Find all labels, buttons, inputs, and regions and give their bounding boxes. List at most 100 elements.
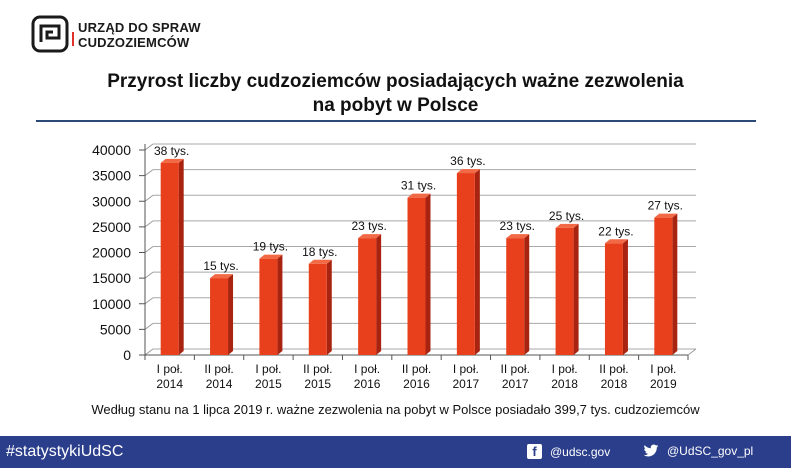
x-tick-label: II poł. bbox=[204, 362, 233, 376]
title-line-2: na pobyt w Polsce bbox=[312, 95, 479, 116]
bar bbox=[407, 197, 426, 355]
x-tick-label-year: 2018 bbox=[551, 377, 578, 391]
bar-top bbox=[259, 254, 283, 259]
bar-side bbox=[376, 234, 382, 355]
y-tick-label: 15000 bbox=[92, 270, 131, 286]
udsc-logo-icon bbox=[31, 15, 69, 53]
logo: URZĄD DO SPRAW CUDZOZIEMCÓW bbox=[30, 14, 250, 58]
bar bbox=[506, 238, 525, 355]
y-tick-label: 5000 bbox=[100, 321, 131, 337]
x-tick-label: I poł. bbox=[552, 362, 578, 376]
y-tick-label: 40000 bbox=[92, 142, 131, 158]
bar bbox=[308, 263, 327, 355]
bar-top bbox=[358, 234, 382, 239]
gridline-offset bbox=[144, 348, 154, 356]
bar-side bbox=[425, 193, 431, 355]
bar-side bbox=[524, 234, 530, 355]
facebook-handle: @udsc.gov bbox=[550, 444, 611, 459]
bar-side bbox=[474, 169, 480, 355]
hashtag-link[interactable]: #statystykiUdSC bbox=[6, 443, 124, 460]
x-tick-label-year: 2016 bbox=[354, 377, 381, 391]
x-tick-label-year: 2016 bbox=[403, 377, 430, 391]
bar bbox=[555, 227, 574, 355]
x-tick-label-year: 2014 bbox=[206, 377, 233, 391]
bar bbox=[358, 238, 377, 355]
bar-side bbox=[326, 259, 332, 355]
logo-line-1: URZĄD DO SPRAW bbox=[78, 20, 201, 35]
x-tick-label: II poł. bbox=[402, 362, 431, 376]
bar-top bbox=[210, 274, 234, 279]
x-tick-label: I poł. bbox=[354, 362, 380, 376]
bar-side bbox=[178, 158, 184, 355]
facebook-icon: f bbox=[527, 444, 542, 459]
facebook-link[interactable]: f @udsc.gov bbox=[527, 444, 610, 459]
logo-text: URZĄD DO SPRAW CUDZOZIEMCÓW bbox=[78, 20, 201, 50]
twitter-icon bbox=[643, 444, 659, 457]
twitter-link[interactable]: @UdSC_gov_pl bbox=[643, 444, 753, 458]
data-label: 38 tys. bbox=[154, 144, 189, 158]
data-label: 19 tys. bbox=[253, 240, 288, 254]
x-tick-label: II poł. bbox=[303, 362, 332, 376]
gridline-offset bbox=[144, 220, 154, 228]
x-tick-label-year: 2017 bbox=[453, 377, 480, 391]
bar-side bbox=[672, 213, 678, 355]
logo-accent-bar bbox=[72, 32, 74, 46]
bar-top bbox=[407, 193, 431, 198]
x-tick-label-year: 2019 bbox=[650, 377, 677, 391]
floor-edge bbox=[687, 348, 697, 356]
x-tick-label-year: 2014 bbox=[156, 377, 183, 391]
y-tick-label: 25000 bbox=[92, 219, 131, 235]
gridline-offset bbox=[144, 322, 154, 330]
bar-top bbox=[308, 259, 332, 264]
bar-side bbox=[228, 274, 234, 355]
bar bbox=[160, 162, 179, 355]
data-label: 36 tys. bbox=[450, 154, 485, 168]
title-line-1: Przyrost liczby cudzoziemców posiadający… bbox=[107, 71, 684, 92]
bar-top bbox=[654, 213, 678, 218]
bar-top bbox=[604, 239, 628, 244]
x-tick-label: II poł. bbox=[599, 362, 628, 376]
bar-top bbox=[456, 169, 480, 174]
title-divider bbox=[36, 120, 756, 122]
x-tick-label: I poł. bbox=[650, 362, 676, 376]
bar-top bbox=[506, 234, 530, 239]
bar-side bbox=[277, 254, 283, 355]
bar bbox=[210, 278, 229, 355]
x-tick-label: I poł. bbox=[453, 362, 479, 376]
y-tick-label: 10000 bbox=[92, 296, 131, 312]
x-tick-label: I poł. bbox=[255, 362, 281, 376]
data-label: 22 tys. bbox=[598, 224, 633, 238]
x-tick-label-year: 2015 bbox=[255, 377, 282, 391]
bar-top bbox=[555, 223, 579, 228]
x-tick-label-year: 2015 bbox=[304, 377, 331, 391]
footnote: Według stanu na 1 lipca 2019 r. ważne ze… bbox=[91, 402, 700, 417]
bar bbox=[456, 173, 475, 355]
bar bbox=[654, 217, 673, 355]
gridline-offset bbox=[144, 169, 154, 177]
chart-title: Przyrost liczby cudzoziemców posiadający… bbox=[40, 70, 751, 118]
data-label: 15 tys. bbox=[203, 259, 238, 273]
x-tick-label-year: 2017 bbox=[502, 377, 529, 391]
x-tick-label: II poł. bbox=[501, 362, 530, 376]
y-tick-label: 20000 bbox=[92, 245, 131, 261]
data-label: 23 tys. bbox=[351, 219, 386, 233]
gridline-offset bbox=[144, 246, 154, 253]
data-label: 18 tys. bbox=[302, 245, 337, 259]
bar-side bbox=[573, 223, 579, 355]
bar-top bbox=[160, 158, 184, 163]
y-tick-label: 35000 bbox=[92, 168, 131, 184]
data-label: 25 tys. bbox=[549, 209, 584, 223]
gridline-offset bbox=[144, 194, 154, 202]
bar-chart: 0 5000 10000 15000 20000 25000 30000 35000 40000… bbox=[92, 142, 697, 391]
bar-side bbox=[622, 239, 628, 355]
y-tick-label: 30000 bbox=[92, 193, 131, 209]
x-tick-label-year: 2018 bbox=[601, 377, 628, 391]
logo-line-2: CUDZOZIEMCÓW bbox=[78, 35, 190, 50]
bar bbox=[604, 243, 623, 355]
y-tick-label: 0 bbox=[123, 347, 131, 363]
twitter-handle: @UdSC_gov_pl bbox=[667, 444, 754, 458]
gridline-offset bbox=[144, 297, 154, 305]
data-label: 31 tys. bbox=[401, 179, 436, 193]
data-label: 23 tys. bbox=[500, 219, 535, 233]
bar bbox=[259, 258, 278, 355]
